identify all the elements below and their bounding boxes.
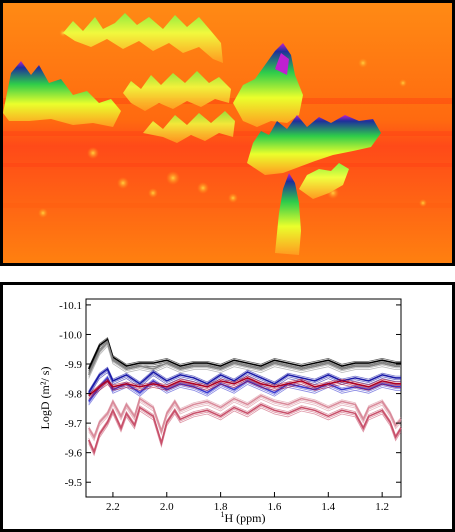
y-tick-label-4: -9.9 (65, 359, 83, 371)
x-axis-title-unit: (ppm) (233, 511, 265, 525)
series-4-line-0 (88, 375, 401, 395)
series-5-line-2 (88, 405, 402, 455)
series-1-line-0 (88, 339, 401, 374)
series-2-line-0 (88, 366, 401, 392)
x-tick-label-1: 2.0 (160, 501, 174, 513)
dosy-chart-panel: 2.2 2.0 1.8 1.6 1.4 1.2 -9.5 -9.6 -9.7 -9.8 -9.9 -1… (0, 282, 455, 532)
series-3-line-3 (88, 380, 401, 406)
afm-peak-tip (275, 53, 289, 75)
series-6-line-1 (88, 394, 402, 439)
series-0-line-0 (88, 337, 401, 368)
ticks-layer: 2.2 2.0 1.8 1.6 1.4 1.2 -9.5 -9.6 -9.7 -9.8 -9.9 -1… (59, 300, 401, 513)
y-tick-label-1: -9.6 (65, 448, 83, 460)
x-tick-label-3: 1.6 (268, 501, 282, 513)
x-tick-label-0: 2.2 (106, 501, 120, 513)
y-tick-label-3: -9.8 (65, 389, 83, 401)
dosy-chart: 2.2 2.0 1.8 1.6 1.4 1.2 -9.5 -9.6 -9.7 -9.8 -9.9 -1… (38, 298, 402, 525)
series-2-line-2 (88, 370, 401, 395)
series-0-line-1 (87, 338, 401, 370)
series-1-line-2 (88, 343, 401, 377)
y-tick-label-5: -10.0 (59, 329, 82, 341)
series-2-line-3 (88, 371, 401, 397)
x-axis-title-superscript: 1 (221, 510, 225, 519)
x-tick-label-4: 1.4 (321, 501, 335, 513)
series-1-line-1 (87, 340, 401, 376)
series-6-line-2 (88, 396, 402, 440)
y-tick-label-0: -9.5 (65, 477, 83, 489)
series-5-line-3 (88, 407, 402, 457)
series-1-line-3 (88, 345, 401, 379)
afm-low-ridges (63, 13, 235, 143)
afm-topography-image (3, 3, 452, 263)
series-layer (87, 337, 402, 457)
x-axis-title: 1H (ppm) (221, 510, 266, 525)
series-4-line-2 (88, 379, 401, 398)
x-tick-label-2: 1.8 (214, 501, 228, 513)
series-6-line-3 (88, 398, 402, 442)
y-axis-title: LogD (m²/ s) (38, 367, 52, 430)
series-3-line-2 (88, 378, 401, 404)
x-axis-title-nucleus: H (225, 511, 234, 525)
afm-ridges (3, 43, 381, 255)
afm-topography-panel (0, 0, 455, 266)
series-4-line-3 (88, 381, 401, 400)
y-tick-label-6: -10.1 (59, 300, 82, 312)
plot-frame (85, 298, 402, 498)
x-tick-label-5: 1.2 (375, 501, 389, 513)
y-tick-label-2: -9.7 (65, 418, 83, 430)
series-4-line-1 (88, 377, 401, 397)
series-5-line-1 (87, 403, 402, 455)
afm-bumps (38, 29, 427, 218)
series-2-line-1 (88, 367, 401, 394)
series-0-line-2 (88, 340, 401, 371)
